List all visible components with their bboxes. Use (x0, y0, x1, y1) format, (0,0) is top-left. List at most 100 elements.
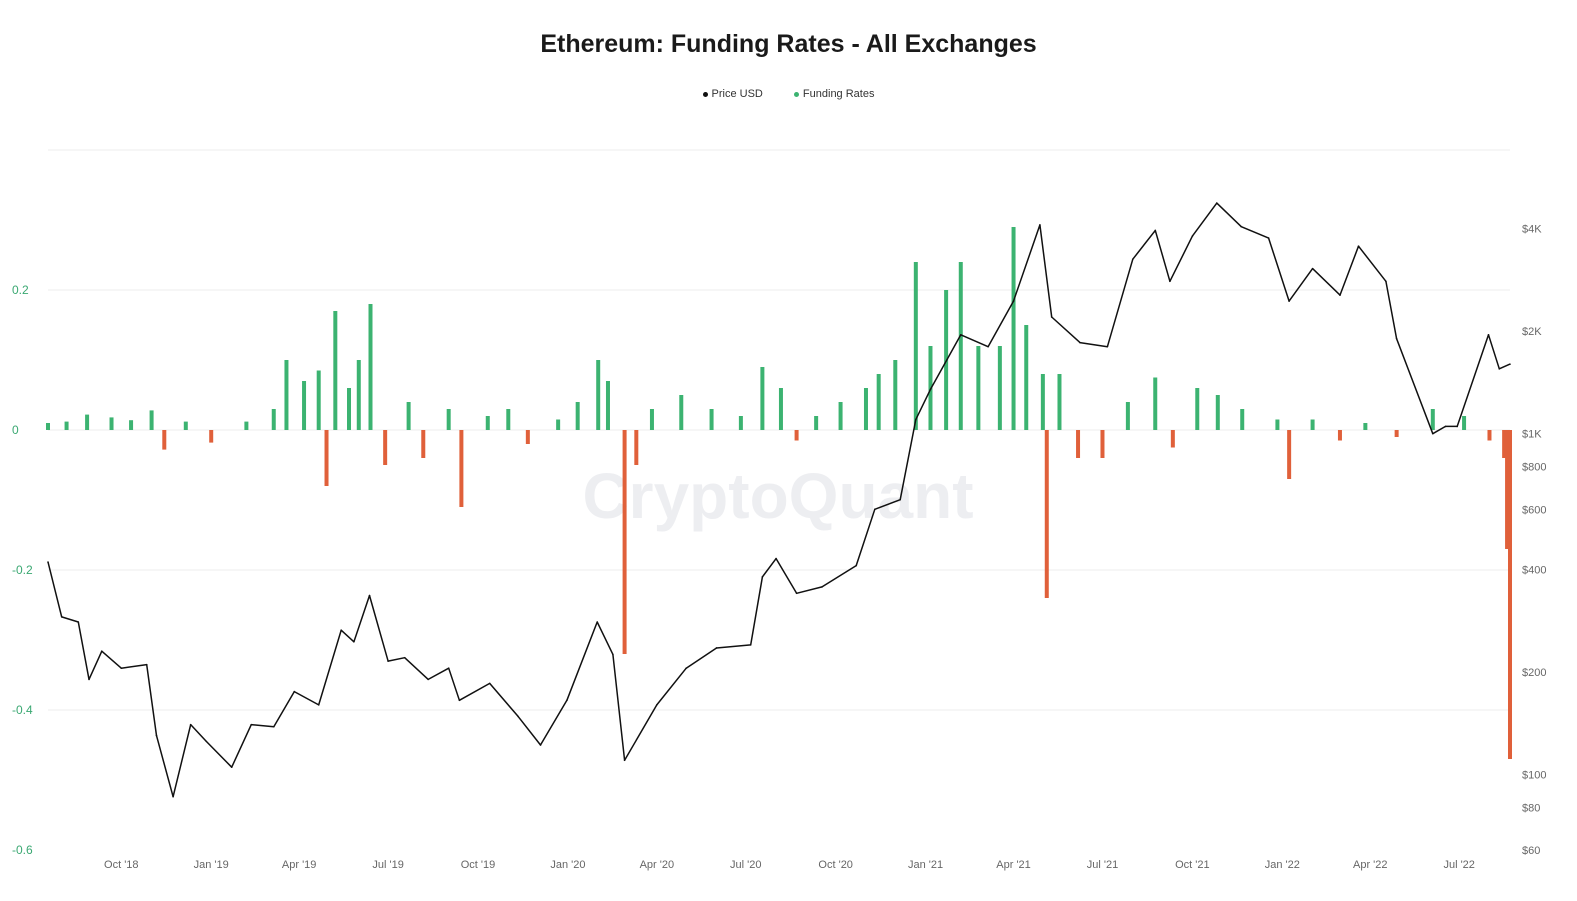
price-point (656, 704, 658, 706)
price-point (539, 744, 542, 746)
price-point (272, 725, 275, 728)
legend-label-funding: Funding Rates (802, 88, 875, 100)
funding-bar (863, 388, 868, 430)
price-series (47, 202, 1511, 798)
funding-bar (1170, 430, 1175, 448)
right-axis-tick: $200 (1522, 667, 1546, 679)
price-point (1267, 237, 1270, 239)
price-point (88, 678, 90, 681)
funding-bar (421, 430, 426, 458)
funding-bar (446, 409, 451, 430)
price-point (1357, 245, 1360, 247)
price-point (1079, 341, 1081, 344)
funding-bar (129, 420, 134, 430)
funding-bar (634, 430, 639, 465)
price-point (1509, 363, 1511, 365)
x-axis-tick: Jan '19 (194, 859, 229, 871)
funding-bar (324, 430, 329, 486)
x-axis-tick: Apr '22 (1353, 859, 1388, 871)
price-point (566, 699, 568, 702)
x-axis-tick: Jul '21 (1087, 859, 1118, 871)
funding-bar (814, 416, 819, 430)
legend-item-funding[interactable]: Funding Rates (793, 88, 875, 100)
price-point (1216, 202, 1218, 204)
price-point (761, 576, 764, 578)
price-point (1039, 224, 1041, 226)
legend-item-price[interactable]: Price USD (702, 88, 763, 100)
funding-bar (1487, 430, 1492, 441)
price-point (340, 629, 342, 631)
x-axis-tick: Oct '21 (1175, 859, 1210, 871)
funding-bar (958, 262, 963, 430)
funding-bar (183, 421, 188, 430)
funding-bar (893, 360, 898, 430)
price-point (915, 418, 917, 421)
funding-bar (1240, 409, 1245, 430)
funding-bar (794, 430, 799, 441)
price-point (1191, 235, 1194, 237)
funding-bar (997, 346, 1002, 430)
legend-label-price: Price USD (711, 88, 763, 100)
funding-bar (333, 311, 338, 430)
price-point (987, 345, 989, 348)
funding-bar (1040, 374, 1045, 430)
funding-bar (1363, 423, 1368, 430)
price-point (775, 557, 777, 560)
price-point (120, 667, 123, 669)
funding-bar (1275, 419, 1280, 430)
price-point (899, 498, 901, 501)
funding-bar (622, 430, 627, 654)
x-axis-tick: Jul '19 (372, 859, 403, 871)
right-axis-tick: $80 (1522, 802, 1540, 814)
left-axis-tick: -0.4 (12, 703, 33, 717)
funding-bar (368, 304, 373, 430)
right-axis-tick: $100 (1522, 769, 1546, 781)
price-point (1050, 316, 1053, 318)
funding-bar (1394, 430, 1399, 437)
x-axis-tick: Jul '22 (1443, 859, 1474, 871)
price-point (250, 723, 253, 726)
price-point (458, 699, 461, 702)
price-point (1444, 425, 1447, 428)
price-point (1154, 229, 1157, 232)
price-point (353, 641, 355, 643)
price-point (189, 723, 192, 726)
price-point (172, 795, 174, 798)
price-point (1288, 300, 1290, 302)
funding-bar (709, 409, 714, 430)
watermark-text: CryptoQuant (582, 460, 973, 532)
funding-bars (46, 227, 1512, 759)
chart-title: Ethereum: Funding Rates - All Exchanges (540, 30, 1037, 58)
price-point (929, 388, 932, 391)
right-axis-tick: $4K (1522, 224, 1542, 236)
price-point (1106, 345, 1109, 348)
left-axis-tick: -0.2 (12, 563, 33, 577)
funding-bar (302, 381, 307, 430)
x-axis-tick: Jan '22 (1265, 859, 1300, 871)
funding-bar (406, 402, 411, 430)
funding-bar (1505, 430, 1510, 549)
funding-bar (575, 402, 580, 430)
funding-bar (244, 421, 249, 430)
price-point (447, 667, 450, 669)
x-axis-tick: Apr '20 (640, 859, 675, 871)
price-point (1240, 225, 1243, 228)
price-point (715, 647, 718, 649)
funding-bar (271, 409, 276, 430)
price-point (368, 594, 371, 597)
funding-bar (284, 360, 289, 430)
right-axis-tick: $1K (1522, 429, 1542, 441)
funding-bar (679, 395, 684, 430)
chart-legend: Price USD Funding Rates (0, 88, 1577, 100)
funding-bar (383, 430, 388, 465)
price-point (612, 653, 614, 656)
funding-bar (1502, 430, 1507, 458)
x-axis-tick: Jan '21 (908, 859, 943, 871)
funding-bar (838, 402, 843, 430)
funding-bar (1100, 430, 1105, 458)
funding-bar (778, 388, 783, 430)
right-axis-tick: $400 (1522, 564, 1546, 576)
price-line (47, 202, 1511, 798)
